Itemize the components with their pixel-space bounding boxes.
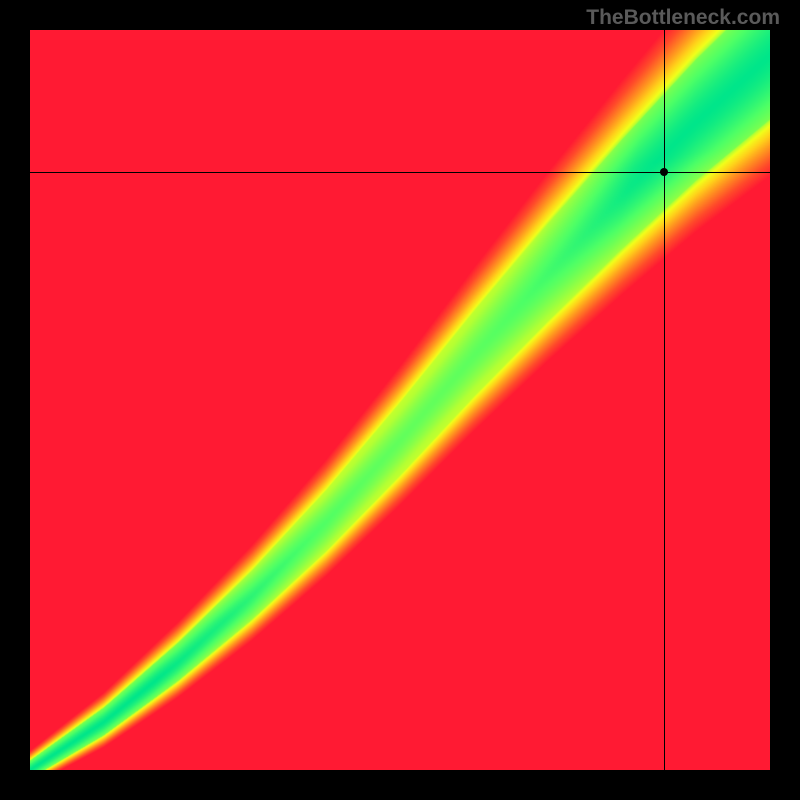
crosshair-vertical-line [664,30,665,770]
watermark-text: TheBottleneck.com [586,6,780,30]
heatmap-canvas [30,30,770,770]
crosshair-horizontal-line [30,172,770,173]
crosshair-marker-dot [660,168,668,176]
heatmap-plot [30,30,770,770]
